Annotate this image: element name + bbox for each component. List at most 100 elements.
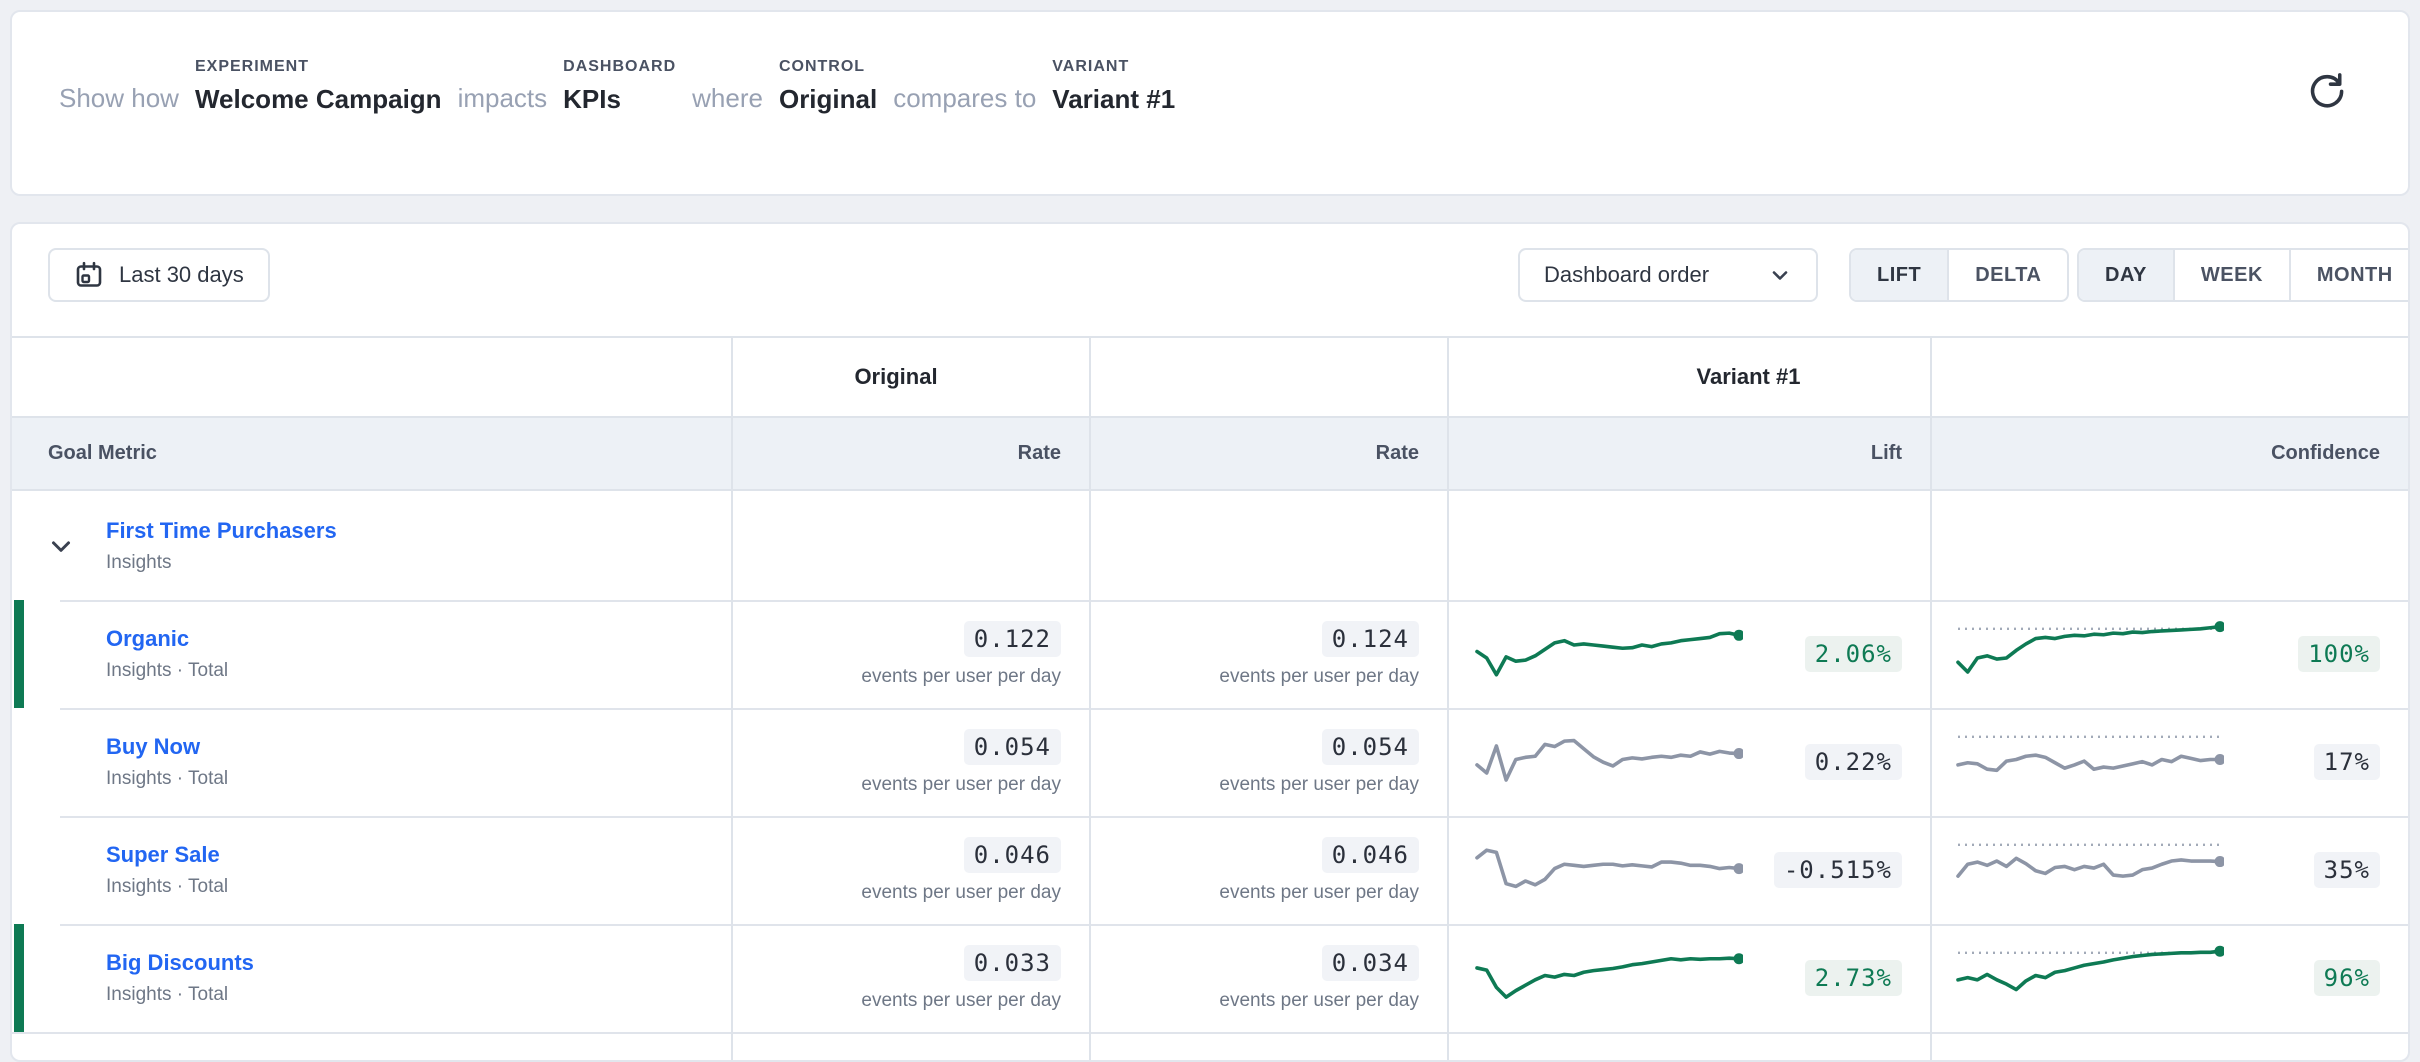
granularity-option-day[interactable]: DAY xyxy=(2079,250,2173,300)
phrase-compares-to: compares to xyxy=(893,83,1037,113)
dashboard-order-label: Dashboard order xyxy=(1544,262,1710,287)
lift-sparkline xyxy=(1473,944,1745,1013)
report-definition-phrase: Show how EXPERIMENT Welcome Campaign imp… xyxy=(59,58,1175,115)
report-body-card: Last 30 days Dashboard order LIFT DELTA … xyxy=(10,222,2410,1062)
variant-selector[interactable]: VARIANT Variant #1 xyxy=(1052,58,1175,115)
lift-value: 2.06% xyxy=(1804,636,1902,672)
lift-value: -0.515% xyxy=(1773,852,1902,888)
goal-metric-header: Goal Metric xyxy=(48,442,157,464)
metric-row: Organic Insights · Total 0.122 events pe… xyxy=(12,600,2408,708)
rate-unit: events per user per day xyxy=(1219,665,1419,687)
lift-sparkline xyxy=(1473,728,1745,797)
control-column-header: Original xyxy=(854,364,938,389)
granularity-option-month[interactable]: MONTH xyxy=(2288,250,2408,300)
lift-delta-toggle: LIFT DELTA xyxy=(1849,248,2070,302)
metric-link[interactable]: Big Discounts xyxy=(106,950,254,975)
confidence-value: 17% xyxy=(2313,744,2380,780)
confidence-value: 35% xyxy=(2313,852,2380,888)
experiment-value[interactable]: Welcome Campaign xyxy=(194,84,442,114)
chevron-down-icon xyxy=(1772,271,1788,280)
mode-option-delta[interactable]: DELTA xyxy=(1947,250,2067,300)
phrase-show-how: Show how xyxy=(59,83,179,113)
significance-bar xyxy=(14,600,24,708)
metric-goal-cell: Super Sale Insights · Total xyxy=(12,842,731,898)
dashboard-value[interactable]: KPIs xyxy=(563,84,621,114)
original-rate-cell: 0.054 events per user per day xyxy=(731,728,1089,796)
group-metric-source: Insights xyxy=(106,551,172,573)
variant-column-header: Variant #1 xyxy=(1696,364,1801,389)
refresh-icon xyxy=(2310,72,2344,107)
variant-rate-cell: 0.034 events per user per day xyxy=(1089,944,1447,1012)
dashboard-order-dropdown[interactable]: Dashboard order xyxy=(1518,248,1818,302)
metric-source: Insights · Total xyxy=(106,660,229,681)
experiment-selector[interactable]: EXPERIMENT Welcome Campaign xyxy=(195,58,442,115)
granularity-option-week[interactable]: WEEK xyxy=(2172,250,2289,300)
chevron-down-icon xyxy=(52,540,70,552)
confidence-header: Confidence xyxy=(2271,442,2380,464)
metric-goal-cell: Buy Now Insights · Total xyxy=(12,734,731,790)
original-rate-value: 0.046 xyxy=(963,836,1061,873)
metric-goal-cell: Organic Insights · Total xyxy=(12,626,731,682)
group-metric-link[interactable]: First Time Purchasers xyxy=(106,517,337,543)
refresh-button[interactable] xyxy=(2302,68,2350,116)
phrase-where: where xyxy=(692,83,763,113)
confidence-value: 100% xyxy=(2298,636,2380,672)
partial-goal-cell xyxy=(12,1032,731,1060)
report-toolbar: Last 30 days Dashboard order LIFT DELTA … xyxy=(12,224,2408,336)
variant-rate-cell: 0.046 events per user per day xyxy=(1089,836,1447,904)
control-value[interactable]: Original xyxy=(778,84,878,114)
metric-source: Insights · Total xyxy=(106,984,229,1005)
rate-unit: events per user per day xyxy=(1219,881,1419,903)
significance-bar xyxy=(14,924,24,1032)
group-goal-cell: First Time Purchasers Insights xyxy=(12,518,731,574)
metric-row: Buy Now Insights · Total 0.054 events pe… xyxy=(12,708,2408,816)
dashboard-label: DASHBOARD xyxy=(563,58,677,75)
confidence-sparkline xyxy=(1954,836,2226,905)
metric-source: Insights · Total xyxy=(106,876,229,897)
experiment-label: EXPERIMENT xyxy=(194,58,309,75)
lift-sparkline xyxy=(1473,836,1745,905)
variant-rate-cell: 0.054 events per user per day xyxy=(1089,728,1447,796)
lift-header: Lift xyxy=(1870,442,1902,464)
calendar-icon xyxy=(76,261,102,287)
variant-value[interactable]: Variant #1 xyxy=(1052,84,1176,114)
dashboard-selector[interactable]: DASHBOARD KPIs xyxy=(563,58,676,115)
metric-link[interactable]: Organic xyxy=(106,626,190,651)
metric-group-row: First Time Purchasers Insights xyxy=(12,491,2408,600)
partial-confidence-cell xyxy=(1930,1032,2408,1060)
confidence-value: 96% xyxy=(2313,960,2380,996)
variant-rate-value: 0.124 xyxy=(1321,620,1419,657)
metric-row: Super Sale Insights · Total 0.046 events… xyxy=(12,816,2408,924)
sub-header-row: Goal Metric Rate Rate Lift Confidence xyxy=(12,418,2408,491)
date-range-button[interactable]: Last 30 days xyxy=(48,248,270,302)
variant-rate-value: 0.054 xyxy=(1321,728,1419,765)
variant-rate-value: 0.034 xyxy=(1321,944,1419,981)
original-rate-value: 0.122 xyxy=(963,620,1061,657)
mode-option-lift[interactable]: LIFT xyxy=(1851,250,1948,300)
date-range-label: Last 30 days xyxy=(119,262,244,287)
control-label: CONTROL xyxy=(778,58,866,75)
day-week-month-toggle: DAY WEEK MONTH xyxy=(2077,248,2408,302)
rate-unit: events per user per day xyxy=(861,881,1061,903)
metric-link[interactable]: Buy Now xyxy=(106,734,201,759)
confidence-sparkline xyxy=(1954,620,2226,689)
confidence-sparkline xyxy=(1954,944,2226,1013)
original-rate-value: 0.054 xyxy=(963,728,1061,765)
original-rate-header: Rate xyxy=(1017,442,1061,464)
lift-value: 0.22% xyxy=(1804,744,1902,780)
lift-value: 2.73% xyxy=(1804,960,1902,996)
original-rate-cell: 0.046 events per user per day xyxy=(731,836,1089,904)
variant-label: VARIANT xyxy=(1052,58,1130,75)
report-header-card: Show how EXPERIMENT Welcome Campaign imp… xyxy=(10,10,2410,196)
original-rate-cell: 0.122 events per user per day xyxy=(731,620,1089,688)
partial-rate-cell xyxy=(1089,1032,1447,1060)
control-selector[interactable]: CONTROL Original xyxy=(779,58,877,115)
metric-link[interactable]: Super Sale xyxy=(106,842,220,867)
partial-rate-cell xyxy=(731,1032,1089,1060)
metric-row: Big Discounts Insights · Total 0.033 eve… xyxy=(12,924,2408,1032)
group-collapse-expander[interactable] xyxy=(46,531,76,561)
goal-header-spacer xyxy=(12,338,731,416)
original-rate-value: 0.033 xyxy=(963,944,1061,981)
lift-sparkline xyxy=(1473,620,1745,689)
